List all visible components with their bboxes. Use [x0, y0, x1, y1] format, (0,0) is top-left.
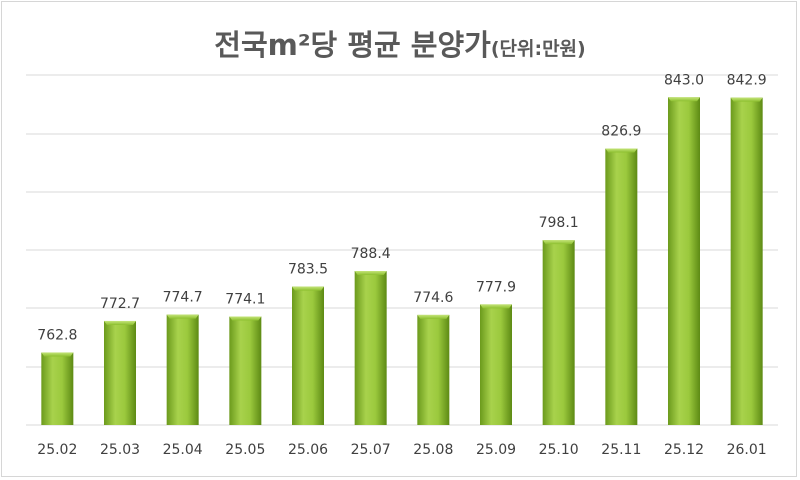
x-tick-label: 25.03 — [100, 442, 140, 458]
bar-body — [104, 320, 136, 425]
data-label: 843.0 — [664, 72, 704, 88]
data-label: 772.7 — [100, 296, 140, 312]
x-tick-label: 25.10 — [539, 442, 579, 458]
bar — [292, 286, 324, 425]
bar-bevel — [730, 97, 763, 102]
bar — [668, 97, 700, 425]
bar — [730, 97, 763, 425]
bar — [480, 304, 512, 425]
bar-bevel — [104, 320, 136, 325]
bar-body — [354, 271, 387, 425]
gridlines — [26, 74, 778, 426]
chart-title: 전국m²당 평균 분양가(단위:만원) — [0, 22, 800, 64]
bar-bevel — [354, 271, 387, 275]
bar-body — [542, 240, 575, 425]
bars — [41, 97, 763, 425]
x-tick-label: 26.01 — [727, 442, 767, 458]
bar-bevel — [605, 148, 638, 153]
x-tick-label: 25.08 — [413, 442, 453, 458]
data-label: 788.4 — [351, 246, 391, 262]
x-tick-label: 25.11 — [601, 442, 641, 458]
bar-bevel — [292, 286, 324, 291]
bar-body — [229, 316, 262, 425]
x-tick-label: 25.09 — [476, 442, 516, 458]
data-label: 783.5 — [288, 262, 328, 278]
bar — [354, 271, 387, 425]
bar — [41, 352, 74, 425]
bar — [229, 316, 262, 425]
x-tick-label: 25.12 — [664, 442, 704, 458]
x-tick-label: 25.07 — [351, 442, 391, 458]
bar — [417, 314, 450, 425]
bar — [605, 148, 638, 425]
bar-body — [480, 304, 512, 425]
x-tick-label: 25.06 — [288, 442, 328, 458]
bar-body — [730, 97, 763, 425]
bar — [166, 314, 199, 425]
bar-body — [605, 148, 638, 425]
data-label: 798.1 — [539, 215, 579, 231]
chart-unit-label: (단위:만원) — [490, 38, 586, 60]
bar-bevel — [41, 352, 74, 357]
bar-bevel — [229, 316, 262, 321]
bar-bevel — [668, 97, 700, 102]
data-label: 777.9 — [476, 279, 516, 295]
data-label: 762.8 — [37, 327, 77, 343]
x-tick-label: 25.02 — [37, 442, 77, 458]
bar-bevel — [542, 240, 575, 245]
bar-body — [417, 314, 450, 425]
bar-bevel — [166, 314, 199, 319]
bar-body — [292, 286, 324, 425]
data-label: 842.9 — [727, 73, 767, 89]
bar-bevel — [417, 314, 450, 319]
bar-body — [41, 352, 74, 425]
data-label: 774.1 — [225, 292, 265, 308]
x-tick-label: 25.05 — [225, 442, 265, 458]
data-labels: 762.8 772.7 774.7 774.1 783.5 788.4 774.6 777.9… — [37, 72, 766, 343]
bar-bevel — [480, 304, 512, 309]
data-label: 826.9 — [601, 124, 641, 140]
data-label: 774.7 — [163, 290, 203, 306]
bar — [104, 320, 136, 425]
x-axis: 25.02 25.03 25.04 25.05 25.06 25.07 25.08 25.09… — [37, 442, 766, 458]
bar — [542, 240, 575, 425]
bar-body — [166, 314, 199, 425]
data-label: 774.6 — [413, 290, 453, 306]
bar-body — [668, 97, 700, 425]
x-tick-label: 25.04 — [163, 442, 203, 458]
chart-title-main: 전국m²당 평균 분양가 — [214, 28, 491, 62]
